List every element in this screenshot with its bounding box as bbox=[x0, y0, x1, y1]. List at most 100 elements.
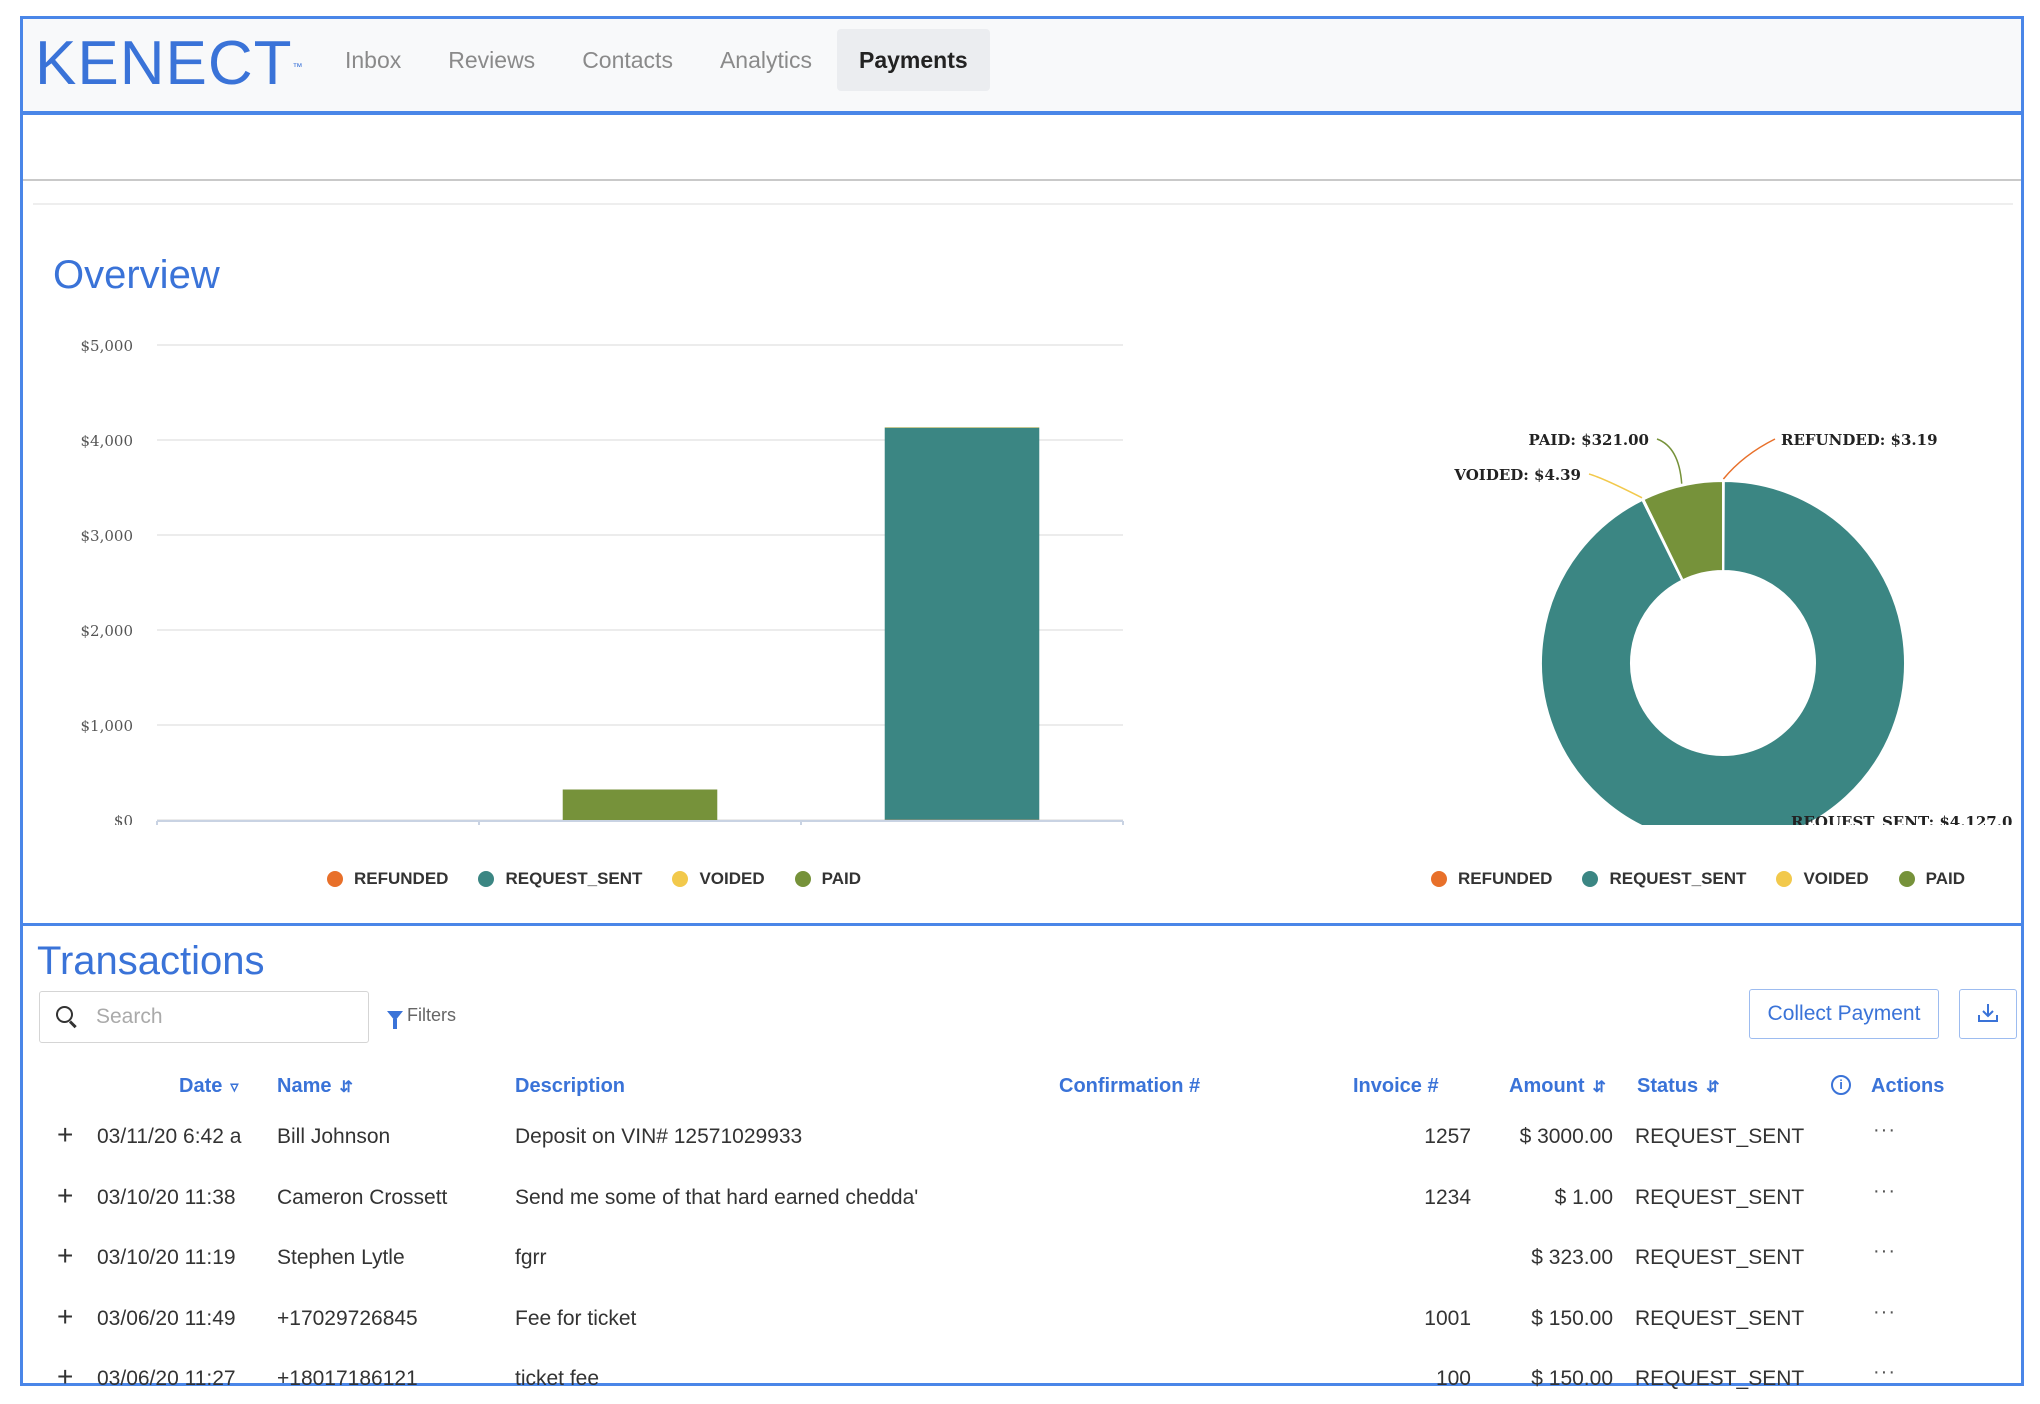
sort-icon: ⇵ bbox=[339, 1078, 353, 1096]
cell-description: Fee for ticket bbox=[515, 1306, 637, 1330]
cell-status: REQUEST_SENT bbox=[1635, 1246, 1805, 1269]
sub-toolbar bbox=[23, 119, 2021, 181]
cell-invoice: 100 bbox=[1435, 1367, 1471, 1390]
row-actions-menu[interactable]: ··· bbox=[1873, 1119, 1896, 1141]
table-row[interactable]: +03/06/20 11:27 +18017186121 ticket fee 100… bbox=[23, 1351, 2021, 1404]
filters-label: Filters bbox=[407, 1005, 456, 1025]
search-box bbox=[39, 991, 369, 1043]
cell-amount: $ 150.00 bbox=[1531, 1367, 1613, 1390]
row-actions-menu[interactable]: ··· bbox=[1873, 1300, 1896, 1323]
legend-item-refunded[interactable]: REFUNDED bbox=[1431, 869, 1552, 889]
tab-reviews[interactable]: Reviews bbox=[448, 47, 536, 73]
cell-amount: $ 150.00 bbox=[1531, 1306, 1613, 1330]
legend-dot bbox=[1582, 871, 1599, 887]
search-icon bbox=[56, 1006, 78, 1028]
cell-description: Send me some of that hard earned chedda' bbox=[515, 1185, 919, 1209]
collect-payment-button[interactable]: Collect Payment bbox=[1749, 989, 1939, 1039]
legend-item-request-sent[interactable]: REQUEST_SENT bbox=[478, 869, 642, 889]
sort-icon: ⇵ bbox=[1706, 1078, 1720, 1096]
section-divider bbox=[23, 923, 2021, 926]
column-info[interactable]: i bbox=[1831, 1075, 1851, 1095]
row-actions-menu[interactable]: ··· bbox=[1873, 1240, 1896, 1262]
sort-icon: ⇵ bbox=[1592, 1078, 1606, 1096]
table-row[interactable]: +03/10/20 11:38 Cameron Crossett Send me s… bbox=[23, 1170, 2021, 1230]
download-button[interactable] bbox=[1959, 989, 2017, 1039]
legend-label: REQUEST_SENT bbox=[1609, 869, 1747, 888]
donut-chart-legend: REFUNDED REQUEST_SENT VOIDED PAID bbox=[1431, 869, 1995, 889]
bar-paid-february[interactable] bbox=[562, 789, 718, 820]
cell-name: +18017186121 bbox=[277, 1367, 418, 1390]
filter-icon bbox=[387, 1010, 403, 1029]
legend-dot bbox=[794, 871, 811, 887]
legend-item-voided[interactable]: VOIDED bbox=[672, 869, 765, 889]
legend-label: REFUNDED bbox=[1458, 869, 1553, 888]
column-actions-label: Actions bbox=[1871, 1075, 1945, 1097]
y-tick-label: $5,000 bbox=[81, 337, 134, 355]
tab-analytics[interactable]: Analytics bbox=[719, 47, 812, 73]
cell-date: 03/11/20 6:42 a bbox=[97, 1125, 242, 1148]
cell-amount: $ 1.00 bbox=[1554, 1185, 1613, 1209]
cell-date: 03/06/20 11:27 bbox=[97, 1367, 236, 1390]
cell-status: REQUEST_SENT bbox=[1635, 1185, 1805, 1209]
legend-item-voided[interactable]: VOIDED bbox=[1776, 869, 1869, 889]
expand-row-icon[interactable]: + bbox=[57, 1361, 74, 1392]
expand-row-icon[interactable]: + bbox=[57, 1240, 74, 1271]
download-icon bbox=[1978, 1003, 1998, 1022]
column-amount[interactable]: Amount ⇵ bbox=[1509, 1075, 1606, 1098]
table-row[interactable]: +03/10/20 11:19 Stephen Lytle fgrr $ 323.00… bbox=[23, 1230, 2021, 1290]
search-input[interactable] bbox=[96, 1005, 336, 1029]
legend-dot bbox=[478, 871, 495, 887]
leader-line bbox=[1773, 819, 1786, 825]
cell-invoice: 1257 bbox=[1424, 1125, 1471, 1148]
legend-label: VOIDED bbox=[1803, 869, 1869, 888]
column-date[interactable]: Date ▿ bbox=[179, 1075, 238, 1098]
legend-item-paid[interactable]: PAID bbox=[794, 869, 861, 889]
filters-button[interactable]: Filters bbox=[387, 1005, 456, 1029]
column-name[interactable]: Name ⇵ bbox=[277, 1075, 353, 1098]
column-invoice-label: Invoice # bbox=[1353, 1075, 1439, 1097]
y-tick-label: $2,000 bbox=[81, 622, 134, 640]
y-tick-label: $0 bbox=[114, 812, 133, 825]
logo-trademark: ™ bbox=[292, 62, 304, 73]
legend-label: REQUEST_SENT bbox=[505, 869, 643, 888]
tab-contacts[interactable]: Contacts bbox=[582, 47, 673, 73]
bar-request-sent-march[interactable] bbox=[884, 427, 1040, 820]
column-invoice: Invoice # bbox=[1353, 1075, 1439, 1098]
logo-text: KENECT bbox=[35, 29, 293, 98]
cell-amount: $ 3000.00 bbox=[1519, 1125, 1613, 1148]
cell-status: REQUEST_SENT bbox=[1635, 1125, 1805, 1148]
expand-row-icon[interactable]: + bbox=[57, 1119, 74, 1150]
kenect-logo[interactable]: KENECT™ bbox=[35, 29, 302, 99]
legend-item-paid[interactable]: PAID bbox=[1898, 869, 1965, 889]
column-amount-label: Amount bbox=[1509, 1075, 1585, 1097]
column-description: Description bbox=[515, 1075, 625, 1098]
tab-payments[interactable]: Payments bbox=[837, 29, 990, 91]
cell-description: Deposit on VIN# 12571029933 bbox=[515, 1125, 803, 1148]
column-description-label: Description bbox=[515, 1075, 626, 1097]
slice-request-sent[interactable] bbox=[1540, 479, 1906, 825]
info-icon: i bbox=[1831, 1075, 1851, 1095]
cell-name: +17029726845 bbox=[277, 1306, 418, 1330]
table-row[interactable]: +03/06/20 11:49 +17029726845 Fee for ticke… bbox=[23, 1291, 2021, 1351]
legend-dot bbox=[1776, 871, 1793, 887]
expand-row-icon[interactable]: + bbox=[57, 1300, 74, 1332]
row-actions-menu[interactable]: ··· bbox=[1873, 1361, 1896, 1383]
expand-row-icon[interactable]: + bbox=[57, 1179, 74, 1211]
legend-item-request-sent[interactable]: REQUEST_SENT bbox=[1582, 869, 1746, 889]
legend-label: PAID bbox=[1925, 869, 1965, 888]
cell-name: Cameron Crossett bbox=[277, 1185, 448, 1209]
legend-item-refunded[interactable]: REFUNDED bbox=[327, 869, 448, 889]
nav-tabs: Inbox Reviews Contacts Analytics Payment… bbox=[323, 29, 993, 91]
overview-card: Overview $5,000 $4,000 $3,000 $2,000 $1,000 $… bbox=[33, 203, 2013, 913]
column-name-label: Name bbox=[277, 1075, 332, 1097]
legend-dot bbox=[1431, 871, 1447, 887]
app-frame: KENECT™ Inbox Reviews Contacts Analytics… bbox=[20, 16, 2024, 1392]
row-actions-menu[interactable]: ··· bbox=[1873, 1179, 1896, 1202]
slice-paid[interactable] bbox=[1642, 479, 1724, 582]
column-confirmation: Confirmation # bbox=[1059, 1075, 1200, 1098]
tab-inbox[interactable]: Inbox bbox=[345, 47, 402, 73]
column-status[interactable]: Status ⇵ bbox=[1637, 1075, 1720, 1098]
cell-date: 03/10/20 11:19 bbox=[97, 1246, 236, 1269]
table-row[interactable]: +03/11/20 6:42 a Bill Johnson Deposit on V… bbox=[23, 1109, 2021, 1169]
legend-dot bbox=[327, 871, 343, 887]
